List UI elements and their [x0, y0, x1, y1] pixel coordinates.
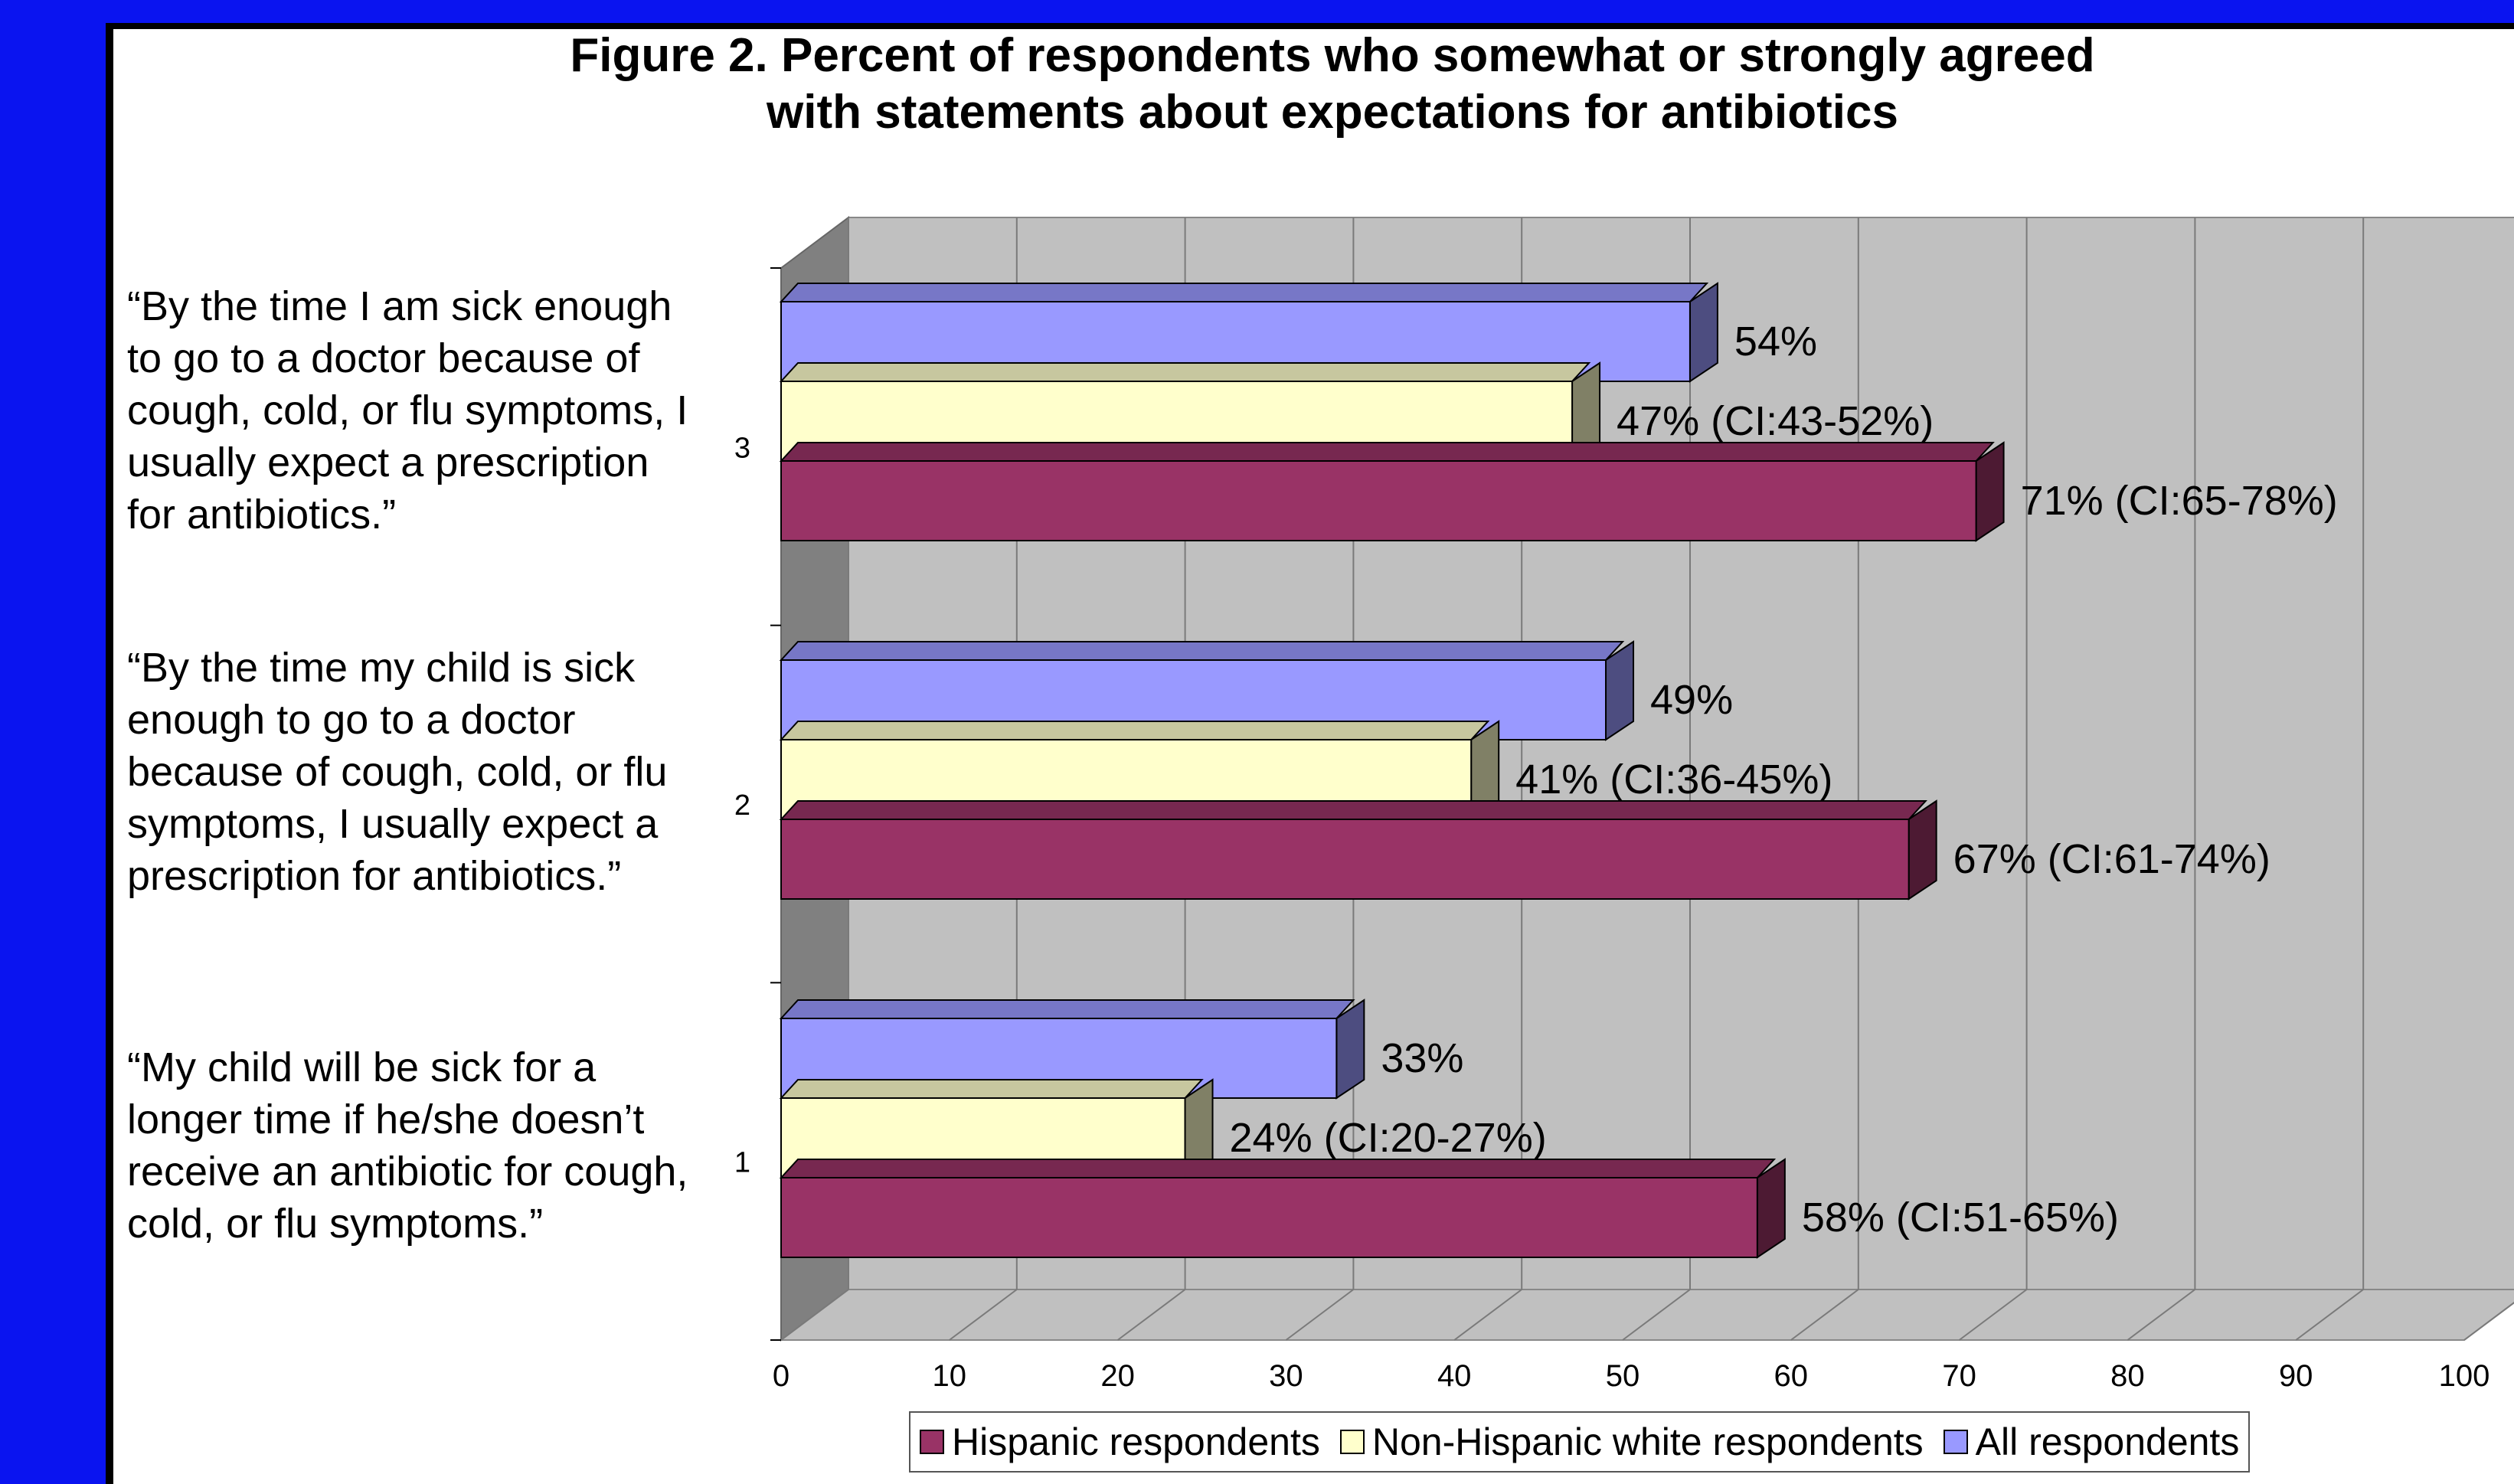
statement-1-line: to go to a doctor because of [127, 335, 640, 381]
bar-top-face [779, 1079, 1204, 1099]
chart-title-line-2: with statements about expectations for a… [767, 86, 1898, 139]
data-label: 67% (CI:61-74%) [1953, 836, 2270, 882]
floor-gridline [949, 1289, 1018, 1341]
floor-gridline [1285, 1289, 1355, 1341]
legend-label-all: All respondents [1975, 1420, 2240, 1463]
statement-1-line: “By the time I am sick enough [127, 283, 672, 329]
floor-gridline [2127, 1289, 2195, 1341]
bar-side-face [1975, 441, 2005, 542]
statement-2-line: prescription for antibiotics.” [127, 853, 622, 899]
bar-top-face [779, 283, 1709, 302]
plot-floor [779, 1289, 2514, 1341]
bar-side-face [1908, 799, 1937, 901]
data-label: 49% [1650, 677, 1733, 723]
data-label: 24% (CI:20-27%) [1230, 1115, 1547, 1161]
bar-side-face [1756, 1158, 1786, 1259]
floor-gridline [780, 1289, 849, 1341]
bar-side-face [1335, 999, 1365, 1100]
statement-3-line: “My child will be sick for a [127, 1044, 597, 1090]
bar-top-face [779, 721, 1490, 740]
y-tick-label: 2 [734, 789, 750, 822]
legend-swatch-hispanic [920, 1430, 944, 1454]
x-tick-label: 30 [1269, 1359, 1303, 1393]
bar-top-face [779, 800, 1927, 820]
bar [780, 819, 1910, 900]
legend-item-hispanic: Hispanic respondents [920, 1420, 1320, 1464]
floor-gridline [1622, 1289, 1691, 1341]
bar-top-face [779, 999, 1355, 1019]
floor-gridline [2463, 1302, 2514, 1341]
legend-label-non-hispanic-white: Non-Hispanic white respondents [1371, 1420, 1924, 1463]
data-label: 41% (CI:36-45%) [1515, 757, 1832, 802]
data-label: 54% [1734, 319, 1817, 364]
x-tick-label: 20 [1100, 1359, 1135, 1393]
statement-2-line: because of cough, cold, or flu [127, 749, 668, 795]
legend: Hispanic respondents Non-Hispanic white … [909, 1411, 2251, 1473]
statement-3-line: receive an antibiotic for cough, [127, 1149, 688, 1195]
statement-3-line: cold, or flu symptoms.” [127, 1201, 544, 1247]
x-tick-label: 70 [1942, 1359, 1976, 1393]
x-tick-label: 80 [2110, 1359, 2145, 1393]
legend-item-all: All respondents [1943, 1420, 2240, 1464]
legend-item-non-hispanic-white: Non-Hispanic white respondents [1339, 1420, 1924, 1464]
x-tick-label: 90 [2279, 1359, 2313, 1393]
floor-gridline [2295, 1289, 2364, 1341]
data-label: 47% (CI:43-52%) [1617, 398, 1934, 444]
floor-gridline [1116, 1289, 1186, 1341]
floor-gridline [1453, 1289, 1522, 1341]
data-label: 33% [1381, 1035, 1463, 1081]
statement-1-line: for antibiotics.” [127, 492, 397, 538]
x-tick-label: 0 [773, 1359, 790, 1393]
statement-2-line: “By the time my child is sick [127, 645, 636, 691]
bar-top-face [779, 442, 1995, 462]
x-tick-label: 60 [1774, 1359, 1809, 1393]
bar [780, 1177, 1758, 1258]
y-tick-label: 1 [734, 1147, 750, 1179]
statement-1-line: usually expect a prescription [127, 440, 649, 485]
bar-top-face [779, 1159, 1777, 1178]
data-label: 58% (CI:51-65%) [1802, 1195, 2119, 1240]
bar-top-face [779, 641, 1625, 661]
legend-swatch-non-hispanic-white [1339, 1430, 1365, 1454]
y-tick-label: 3 [734, 432, 750, 464]
statement-2: “By the time my child is sick enough to … [127, 642, 778, 902]
data-label: 71% (CI:65-78%) [2021, 478, 2338, 524]
x-tick-label: 50 [1606, 1359, 1640, 1393]
floor-gridline [1959, 1289, 2028, 1341]
chart-title-line-1: Figure 2. Percent of respondents who som… [570, 29, 2095, 82]
bar [780, 460, 1977, 541]
statement-2-line: enough to go to a doctor [127, 697, 576, 743]
statement-1: “By the time I am sick enough to go to a… [127, 280, 778, 541]
x-tick-label: 100 [2439, 1359, 2490, 1393]
legend-swatch-all [1943, 1430, 1968, 1454]
x-tick-label: 10 [933, 1359, 967, 1393]
statement-1-line: cough, cold, or flu symptoms, I [127, 387, 688, 433]
floor-gridline [1790, 1289, 1859, 1341]
bar-top-face [779, 362, 1591, 382]
bar-side-face [1689, 282, 1718, 383]
chart-title: Figure 2. Percent of respondents who som… [375, 28, 2290, 141]
x-tick-label: 40 [1437, 1359, 1472, 1393]
statement-3: “My child will be sick for a longer time… [127, 1041, 778, 1250]
statement-3-line: longer time if he/she doesn’t [127, 1097, 645, 1142]
statement-2-line: symptoms, I usually expect a [127, 801, 659, 847]
legend-label-hispanic: Hispanic respondents [952, 1420, 1320, 1463]
bar-side-face [1605, 640, 1635, 741]
